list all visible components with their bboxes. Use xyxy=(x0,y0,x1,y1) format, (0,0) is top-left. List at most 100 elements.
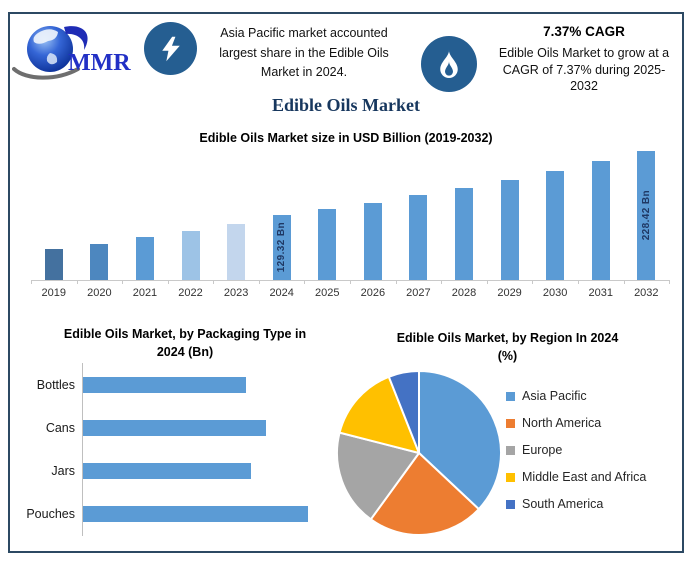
bar-slot-2021 xyxy=(122,150,168,280)
bar-slot-2028 xyxy=(441,150,487,280)
packaging-title-line: 2024 (Bn) xyxy=(156,345,214,359)
logo-text: MMR xyxy=(68,50,131,76)
bar-2030 xyxy=(546,171,565,280)
globe-continent xyxy=(46,53,58,65)
flame-icon xyxy=(440,48,458,78)
bar-slot-2032: 228.42 Bn xyxy=(624,150,670,280)
x-tick xyxy=(123,280,169,284)
legend-label: Middle East and Africa xyxy=(522,470,647,484)
bar-slot-2029 xyxy=(487,150,533,280)
x-tick xyxy=(260,280,306,284)
legend-label: North America xyxy=(522,416,602,430)
bar-value-label-2024: 129.32 Bn xyxy=(276,222,288,273)
right-callout-line: CAGR of 7.37% during 2025- xyxy=(502,62,666,77)
packaging-label-pouches: Pouches xyxy=(26,507,75,522)
x-label-2027: 2027 xyxy=(406,287,431,299)
legend-marker-icon xyxy=(506,418,515,428)
legend-item-asia-pacific: Asia Pacific xyxy=(506,389,646,403)
border-frame xyxy=(8,12,684,553)
market-size-chart-title: Edible Oils Market size in USD Billion (… xyxy=(199,131,493,145)
bar-slot-2022 xyxy=(168,150,214,280)
x-label-2023: 2023 xyxy=(223,287,249,299)
bar-slot-2023 xyxy=(213,150,259,280)
bar-2031 xyxy=(591,161,610,280)
x-label-2024: 2024 xyxy=(269,287,294,299)
market-size-x-axis xyxy=(31,280,669,281)
bar-slot-2024: 129.32 Bn xyxy=(259,150,305,280)
x-tick xyxy=(78,280,124,284)
x-label-2019: 2019 xyxy=(41,287,67,299)
region-title-line: (%) xyxy=(497,349,518,363)
packaging-chart-title: Edible Oils Market, by Packaging Type in… xyxy=(40,325,330,361)
x-tick xyxy=(533,280,579,284)
packaging-bar-area xyxy=(82,449,315,493)
packaging-rows: Bottles Cans Jars Pouches xyxy=(13,363,315,536)
region-legend: Asia Pacific North America Europe Middle Ea… xyxy=(506,389,646,511)
legend-marker-icon xyxy=(506,472,515,482)
packaging-bar-area xyxy=(82,363,315,407)
bar-slot-2020 xyxy=(77,150,123,280)
bar-slot-2026 xyxy=(350,150,396,280)
bar-2032: 228.42 Bn xyxy=(637,151,656,280)
legend-marker-icon xyxy=(506,445,515,455)
region-chart-title: Edible Oils Market, by Region In 2024 (%… xyxy=(365,329,650,365)
legend-label: Asia Pacific xyxy=(522,389,587,403)
bar-2020 xyxy=(90,244,109,280)
pie-slice-asia-pacific xyxy=(418,370,502,511)
x-tick xyxy=(169,280,215,284)
flame-badge xyxy=(421,36,477,92)
right-callout: 7.37% CAGR Edible Oils Market to grow at… xyxy=(484,23,684,95)
x-label-2026: 2026 xyxy=(360,287,386,299)
x-label-2028: 2028 xyxy=(451,287,477,299)
legend-marker-icon xyxy=(506,391,515,401)
left-callout-line: Market in 2024. xyxy=(260,65,348,79)
page-title: Edible Oils Market xyxy=(272,95,420,115)
x-label-2021: 2021 xyxy=(132,287,158,299)
bar-slot-2031 xyxy=(578,150,624,280)
x-label-2031: 2031 xyxy=(588,287,613,299)
bar-jars xyxy=(83,463,251,480)
bar-pouches xyxy=(83,506,308,523)
left-callout-line: largest share in the Edible Oils xyxy=(219,45,389,60)
x-label-2022: 2022 xyxy=(178,287,203,299)
bar-slot-2027 xyxy=(396,150,442,280)
packaging-bar-area xyxy=(82,492,315,536)
bar-value-label-2032: 228.42 Bn xyxy=(640,190,652,241)
left-callout-line: Asia Pacific market accounted xyxy=(220,26,388,40)
bar-2022 xyxy=(181,231,200,280)
cagr-heading: 7.37% CAGR xyxy=(543,24,625,39)
x-label-2020: 2020 xyxy=(87,287,112,299)
packaging-row-bottles: Bottles xyxy=(13,363,315,407)
bar-slot-2019 xyxy=(31,150,77,280)
packaging-label-jars: Jars xyxy=(51,464,75,479)
market-size-bars: 129.32 Bn 228.42 Bn xyxy=(31,150,669,280)
region-pie xyxy=(336,370,502,537)
x-tick xyxy=(351,280,397,284)
bar-2025 xyxy=(318,209,337,280)
packaging-row-jars: Jars xyxy=(13,449,315,493)
bar-2028 xyxy=(454,188,473,280)
legend-marker-icon xyxy=(506,499,515,509)
x-tick xyxy=(305,280,352,284)
x-label-2025: 2025 xyxy=(315,287,340,299)
bar-2027 xyxy=(409,195,428,280)
bar-2023 xyxy=(227,224,246,280)
pie-slice-europe xyxy=(336,431,420,521)
pie-slice-middle-east-and-africa xyxy=(338,375,420,454)
x-tick xyxy=(32,280,78,284)
globe-continent xyxy=(33,29,58,44)
legend-item-north-america: North America xyxy=(506,416,646,430)
right-callout-line: Edible Oils Market to grow at a xyxy=(498,46,670,60)
lightning-badge xyxy=(144,22,197,75)
lightning-icon xyxy=(161,36,180,61)
legend-item-south-america: South America xyxy=(506,497,646,511)
logo-swoosh-blue xyxy=(64,26,88,50)
bar-2026 xyxy=(363,203,382,280)
bar-slot-2030 xyxy=(532,150,578,280)
mmr-logo: MMR xyxy=(12,26,131,80)
x-tick xyxy=(397,280,443,284)
packaging-bar-area xyxy=(82,406,315,450)
pie-slice-south-america xyxy=(387,370,420,454)
x-tick xyxy=(442,280,488,284)
